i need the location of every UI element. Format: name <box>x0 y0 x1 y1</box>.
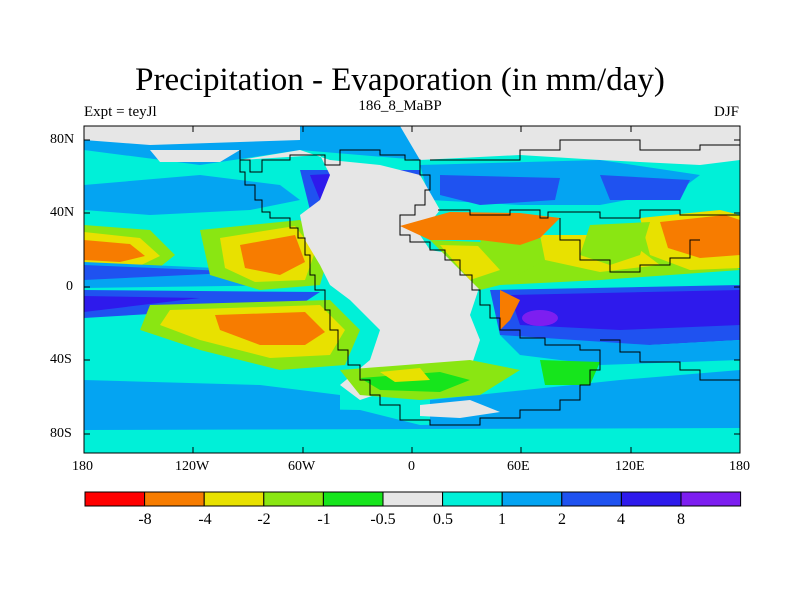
colorbar-swatch <box>382 491 444 507</box>
lon-label-120w: 120W <box>175 459 210 474</box>
lat-label-80s: 80S <box>50 426 72 441</box>
colorbar-swatch <box>620 491 682 507</box>
season-label: DJF <box>713 104 739 120</box>
lat-label-80n: 80N <box>50 132 75 147</box>
lon-label-0: 0 <box>408 459 415 474</box>
colorbar-label: -2 <box>257 511 271 528</box>
period-label: 186_8_MaBP <box>358 98 442 114</box>
lon-label-120e: 120E <box>615 459 645 474</box>
colorbar-label: -1 <box>317 511 331 528</box>
lon-label-60e: 60E <box>507 459 530 474</box>
lat-label-40s: 40S <box>50 352 72 367</box>
colorbar-swatch <box>442 491 503 507</box>
colorbar-label: 2 <box>558 511 566 528</box>
colorbar <box>84 491 742 507</box>
lat-label-40n: 40N <box>50 205 75 220</box>
coastline-outlines <box>239 139 740 426</box>
colorbar-label: 0.5 <box>433 511 453 528</box>
colorbar-label: -4 <box>198 511 212 528</box>
lat-label-eq: 0 <box>66 279 73 294</box>
axis-ticks <box>84 126 740 453</box>
colorbar-swatch <box>322 491 384 507</box>
colorbar-swatch <box>84 491 146 507</box>
precip-evap-field <box>84 126 740 453</box>
colorbar-label: 1 <box>498 511 506 528</box>
colorbar-label: -8 <box>138 511 152 528</box>
colorbar-swatch <box>501 491 563 507</box>
colorbar-swatch <box>680 491 742 507</box>
lon-label-60w: 60W <box>288 459 316 474</box>
colorbar-swatch <box>263 491 324 507</box>
colorbar-swatch <box>203 491 265 507</box>
west-continent-region <box>240 150 490 400</box>
colorbar-label: -0.5 <box>370 511 396 528</box>
colorbar-label: 8 <box>677 511 685 528</box>
colorbar-label: 4 <box>617 511 625 528</box>
experiment-label: Expt = teyJl <box>84 104 157 120</box>
lon-label-180e: 180 <box>729 459 750 474</box>
lon-label-180w: 180 <box>72 459 93 474</box>
colorbar-swatch <box>561 491 622 507</box>
map-title: Precipitation - Evaporation (in mm/day) <box>135 62 665 98</box>
colorbar-swatch <box>144 491 205 507</box>
